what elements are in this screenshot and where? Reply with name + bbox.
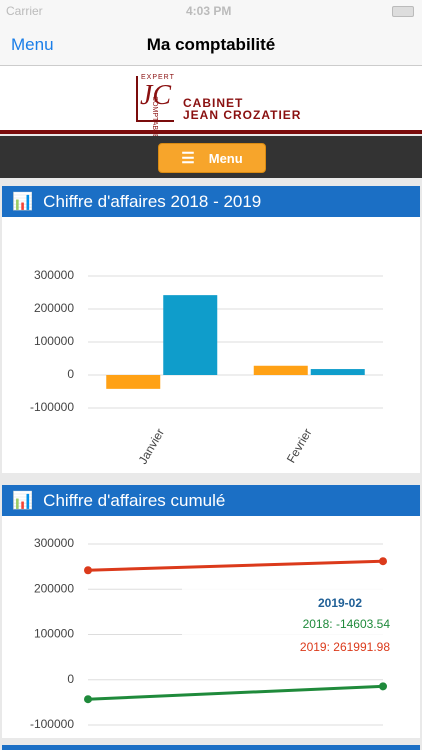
logo-line2: JEAN CROZATIER [183, 108, 302, 122]
chart: -10000001000002000003000001/20191/20191/… [30, 536, 402, 750]
y-tick-label: 0 [67, 367, 74, 381]
point [84, 566, 92, 575]
chart-icon: 📊 [12, 490, 34, 510]
tooltip-box [182, 578, 397, 676]
panel-header: 📊 Chiffre d'affaires cumulé [2, 485, 420, 516]
y-tick-label: 300000 [34, 536, 74, 550]
panel-title: Chiffre d'affaires 2018 - 2019 [43, 191, 262, 211]
x-tick-label: Janvier [136, 426, 167, 467]
menu-button[interactable]: ☰ Menu [158, 143, 266, 173]
y-tick-label: -100000 [30, 400, 74, 414]
panel: 📊 Chiffre d'affaires 2018 - 2019 -100000 0… [2, 186, 420, 473]
panel-header: 📊 Chiffre d'affaires 2018 - 2019 [2, 186, 420, 217]
point [379, 682, 387, 691]
menu-label: Menu [208, 150, 243, 166]
menu-icon: ☰ [181, 150, 195, 167]
x-tick-label: Fevrier [284, 426, 315, 465]
panel-edge [2, 745, 420, 750]
bar [253, 365, 308, 375]
battery [392, 6, 414, 17]
carrier: Carrier [6, 4, 43, 18]
status-bar: Carrier 4:03 PM [0, 0, 422, 22]
y-tick-label: 0 [67, 672, 74, 686]
y-tick-label: 200000 [34, 581, 74, 595]
y-tick-label: 300000 [34, 268, 74, 282]
y-tick-label: -100000 [30, 717, 74, 731]
point [84, 695, 92, 704]
tooltip-title: 2019-02 [318, 596, 362, 610]
clock: 4:03 PM [186, 4, 232, 18]
logo-expert: EXPERT [141, 74, 175, 81]
toolbar: ☰ Menu [0, 136, 422, 178]
line [87, 684, 384, 701]
y-tick-label: 200000 [34, 301, 74, 315]
logo-initials: JC [140, 80, 172, 111]
nav-title: Ma comptabilité [146, 35, 276, 54]
logo-line1: CABINET [183, 96, 244, 110]
panel-title: Chiffre d'affaires cumulé [43, 490, 226, 510]
bar [163, 295, 218, 375]
y-tick-label: 100000 [34, 627, 74, 641]
bar [310, 369, 365, 375]
back-button[interactable]: Menu [11, 35, 54, 54]
line [87, 559, 384, 572]
chart-icon: 📊 [12, 191, 34, 211]
tooltip-line: 2019: 261991.98 [300, 640, 390, 654]
nav-bar: Menu Ma comptabilité [0, 22, 422, 66]
panel: 📊 Chiffre d'affaires cumulé -100000 0 10000… [2, 485, 420, 750]
logo-comptable: COMPTABLE [151, 96, 158, 139]
bar [106, 375, 161, 389]
tooltip-line: 2018: -14603.54 [303, 617, 391, 631]
chart: -100000 0 100000 200000 300000 Janvier Fevrier [30, 268, 383, 467]
logo-frame [136, 76, 174, 122]
point [379, 557, 387, 566]
tooltip: 2019-02 2018: -14603.54 2019: 261991.98 [182, 578, 397, 676]
logo-area: JC EXPERT COMPTABLE CABINET JEAN CROZATI… [0, 66, 422, 139]
y-tick-label: 100000 [34, 334, 74, 348]
